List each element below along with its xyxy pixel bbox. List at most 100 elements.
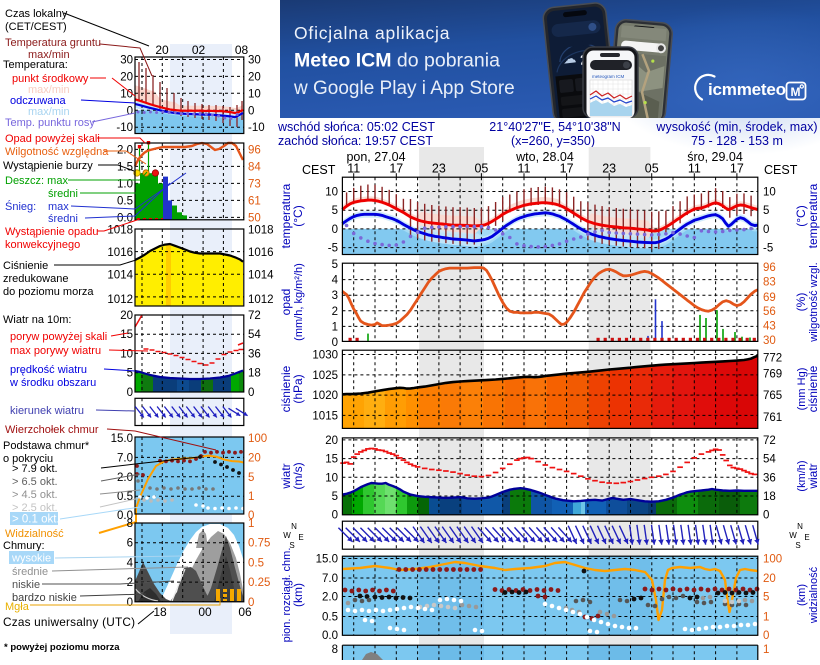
svg-text:30: 30	[763, 335, 776, 347]
svg-text:☁: ☁	[562, 50, 576, 66]
svg-text:konwekcyjnego: konwekcyjnego	[5, 239, 80, 251]
svg-text:10: 10	[325, 472, 338, 484]
svg-text:69: 69	[763, 292, 776, 304]
svg-text:> 0.1 okt.: > 0.1 okt.	[12, 514, 60, 526]
svg-text:wto, 28.04: wto, 28.04	[515, 150, 574, 164]
svg-text:0: 0	[248, 597, 254, 609]
svg-text:S: S	[289, 541, 294, 550]
svg-text:73: 73	[248, 178, 261, 190]
svg-text:Podstawa chmur*: Podstawa chmur*	[3, 440, 90, 452]
svg-text:2.0: 2.0	[117, 144, 133, 156]
svg-text:w Google Play i App Store: w Google Play i App Store	[293, 78, 515, 99]
svg-text:(%): (%)	[794, 293, 808, 312]
svg-text:5: 5	[763, 205, 769, 217]
svg-text:20: 20	[120, 310, 133, 322]
svg-text:5: 5	[763, 592, 769, 604]
svg-text:Czas lokalny: Czas lokalny	[5, 8, 68, 20]
svg-text:> 7.9 okt.: > 7.9 okt.	[12, 463, 58, 475]
svg-text:o pokryciu: o pokryciu	[3, 453, 53, 465]
svg-text:temperatura: temperatura	[279, 183, 293, 248]
svg-text:0: 0	[332, 510, 338, 522]
svg-text:1.0: 1.0	[117, 178, 133, 190]
svg-text:06: 06	[238, 605, 252, 619]
svg-text:30: 30	[120, 55, 133, 67]
svg-text:3: 3	[332, 290, 338, 302]
svg-text:Wystąpienie opadu: Wystąpienie opadu	[5, 226, 98, 238]
svg-text:punkt środkowy: punkt środkowy	[12, 73, 89, 85]
svg-text:1012: 1012	[107, 294, 133, 306]
svg-text:> 4.5 okt.: > 4.5 okt.	[12, 489, 58, 501]
svg-text:N: N	[291, 522, 297, 531]
svg-text:1014: 1014	[248, 269, 274, 281]
svg-text:Temp. punktu rosy: Temp. punktu rosy	[5, 117, 95, 129]
svg-text:meteogram ICM: meteogram ICM	[592, 74, 625, 79]
svg-text:7.0: 7.0	[117, 452, 133, 464]
svg-text:0.0: 0.0	[117, 212, 133, 224]
svg-text:N: N	[797, 522, 803, 531]
svg-text:kierunek wiatru: kierunek wiatru	[10, 405, 84, 417]
svg-text:1016: 1016	[248, 247, 274, 259]
svg-text:Wystąpienie burzy: Wystąpienie burzy	[3, 160, 93, 172]
svg-text:0: 0	[332, 337, 338, 349]
svg-text:S: S	[795, 541, 800, 550]
svg-text:05: 05	[645, 162, 659, 176]
svg-text:0.5: 0.5	[117, 195, 133, 207]
svg-text:Meteo ICM do pobrania: Meteo ICM do pobrania	[294, 50, 500, 72]
svg-text:15: 15	[325, 454, 338, 466]
svg-text:1018: 1018	[248, 224, 274, 236]
svg-text:1: 1	[332, 321, 338, 333]
svg-text:30: 30	[248, 55, 261, 67]
svg-text:pon, 27.04: pon, 27.04	[346, 150, 405, 164]
svg-text:Oficjalna aplikacja: Oficjalna aplikacja	[294, 23, 450, 43]
svg-text:0.25: 0.25	[248, 577, 270, 589]
svg-text:769: 769	[763, 369, 782, 381]
svg-text:18: 18	[248, 368, 261, 380]
svg-text:18: 18	[763, 491, 776, 503]
svg-text:Chmury:: Chmury:	[3, 540, 45, 552]
svg-text:wysokie: wysokie	[11, 553, 51, 565]
svg-text:21°40'27"E, 54°10'38"N: 21°40'27"E, 54°10'38"N	[489, 120, 620, 134]
svg-text:17: 17	[560, 162, 574, 176]
svg-text:0: 0	[127, 387, 133, 399]
svg-text:(km/h): (km/h)	[796, 460, 808, 491]
svg-text:icmmeteo: icmmeteo	[708, 80, 786, 99]
svg-text:100: 100	[248, 433, 267, 445]
svg-text:10: 10	[120, 348, 133, 360]
svg-text:Temperatura gruntu: Temperatura gruntu	[5, 37, 101, 49]
svg-text:W: W	[283, 531, 291, 540]
svg-text:56: 56	[763, 306, 776, 318]
svg-text:zredukowane: zredukowane	[3, 273, 68, 285]
svg-text:Wierzchołek chmur: Wierzchołek chmur	[5, 424, 99, 436]
svg-text:0.0: 0.0	[322, 630, 338, 642]
svg-text:Mgła: Mgła	[5, 601, 30, 613]
svg-text:bardzo niskie: bardzo niskie	[12, 592, 77, 604]
svg-text:CEST: CEST	[302, 163, 336, 177]
svg-text:0: 0	[332, 224, 338, 236]
svg-text:max porywy wiatru: max porywy wiatru	[10, 345, 101, 357]
svg-text:max/min: max/min	[28, 84, 70, 96]
svg-text:wiatr: wiatr	[806, 463, 820, 489]
svg-text:6: 6	[127, 538, 133, 550]
svg-text:761: 761	[763, 412, 782, 424]
svg-text:61: 61	[248, 195, 261, 207]
svg-text:(CET/CEST): (CET/CEST)	[5, 21, 67, 33]
svg-text:Wilgotność względna: Wilgotność względna	[5, 146, 109, 158]
svg-text:M: M	[791, 85, 801, 99]
svg-text:-5: -5	[763, 243, 773, 255]
svg-text:0.0: 0.0	[117, 510, 133, 522]
svg-text:0: 0	[127, 105, 133, 117]
svg-text:4: 4	[332, 275, 339, 287]
svg-text:prędkość wiatru: prędkość wiatru	[10, 364, 87, 376]
svg-text:wilgotność wzgl.: wilgotność wzgl.	[808, 262, 820, 342]
svg-text:5: 5	[332, 491, 338, 503]
svg-text:(°C): (°C)	[794, 205, 808, 226]
svg-text:83: 83	[763, 276, 776, 288]
svg-text:CEST: CEST	[764, 163, 798, 177]
svg-text:10: 10	[248, 88, 261, 100]
svg-text:1020: 1020	[312, 390, 338, 402]
svg-text:84: 84	[248, 161, 261, 173]
svg-text:2.0: 2.0	[117, 472, 133, 484]
svg-text:15: 15	[120, 329, 133, 341]
svg-text:54: 54	[248, 329, 261, 341]
svg-text:odczuwana: odczuwana	[10, 95, 67, 107]
